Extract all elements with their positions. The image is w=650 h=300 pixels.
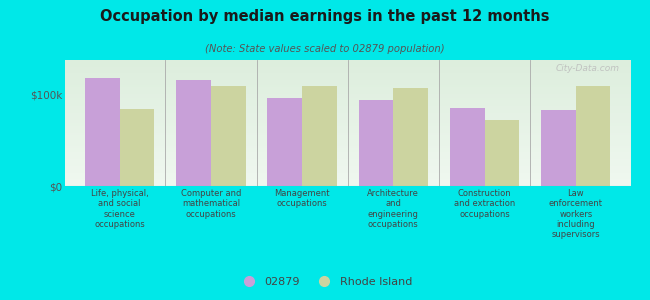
Text: City-Data.com: City-Data.com — [555, 64, 619, 73]
Bar — [484, 120, 519, 186]
Bar — [359, 100, 393, 186]
Text: Occupation by median earnings in the past 12 months: Occupation by median earnings in the pas… — [100, 9, 550, 24]
Bar — [393, 88, 428, 186]
Legend: 02879, Rhode Island: 02879, Rhode Island — [233, 273, 417, 291]
Bar — [576, 85, 610, 186]
Bar — [302, 85, 337, 186]
Text: (Note: State values scaled to 02879 population): (Note: State values scaled to 02879 popu… — [205, 44, 445, 53]
Bar — [120, 109, 155, 186]
Bar — [268, 98, 302, 186]
Bar — [541, 110, 576, 186]
Bar — [176, 80, 211, 186]
Bar — [211, 85, 246, 186]
Bar — [85, 78, 120, 186]
Bar — [450, 108, 484, 186]
